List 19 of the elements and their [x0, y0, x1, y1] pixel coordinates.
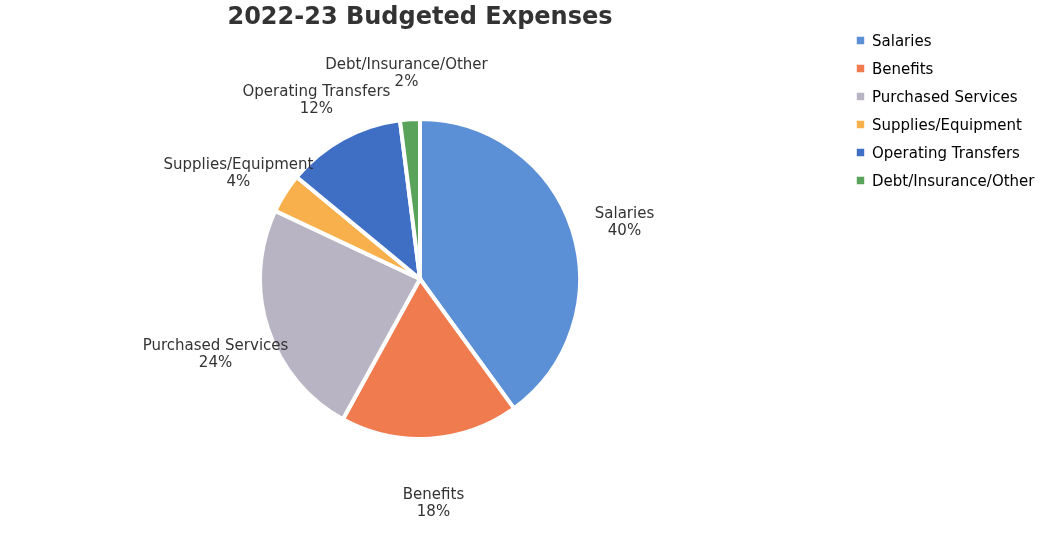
data-label: 12% — [299, 98, 334, 117]
data-label: 40% — [607, 220, 642, 239]
chart-title: 2022-23 Budgeted Expenses — [227, 2, 613, 30]
slice-label: Supplies/Equipment — [163, 154, 314, 173]
legend-label: Benefits — [872, 59, 934, 78]
slice-label: Purchased Services — [142, 336, 289, 355]
data-label: 2% — [394, 72, 419, 91]
legend-label: Operating Transfers — [872, 143, 1021, 162]
legend-label: Debt/Insurance/Other — [872, 171, 1036, 190]
slice-label: Operating Transfers — [242, 81, 391, 100]
legend-label: Supplies/Equipment — [872, 115, 1023, 134]
data-label: 4% — [226, 171, 251, 190]
legend-label: Salaries — [872, 31, 932, 50]
slice-label: Salaries — [594, 203, 655, 222]
data-label: 18% — [416, 501, 451, 520]
slice-label: Debt/Insurance/Other — [325, 55, 489, 74]
legend-label: Purchased Services — [872, 87, 1018, 106]
data-label: 24% — [198, 353, 233, 372]
slice-label: Benefits — [402, 484, 465, 503]
